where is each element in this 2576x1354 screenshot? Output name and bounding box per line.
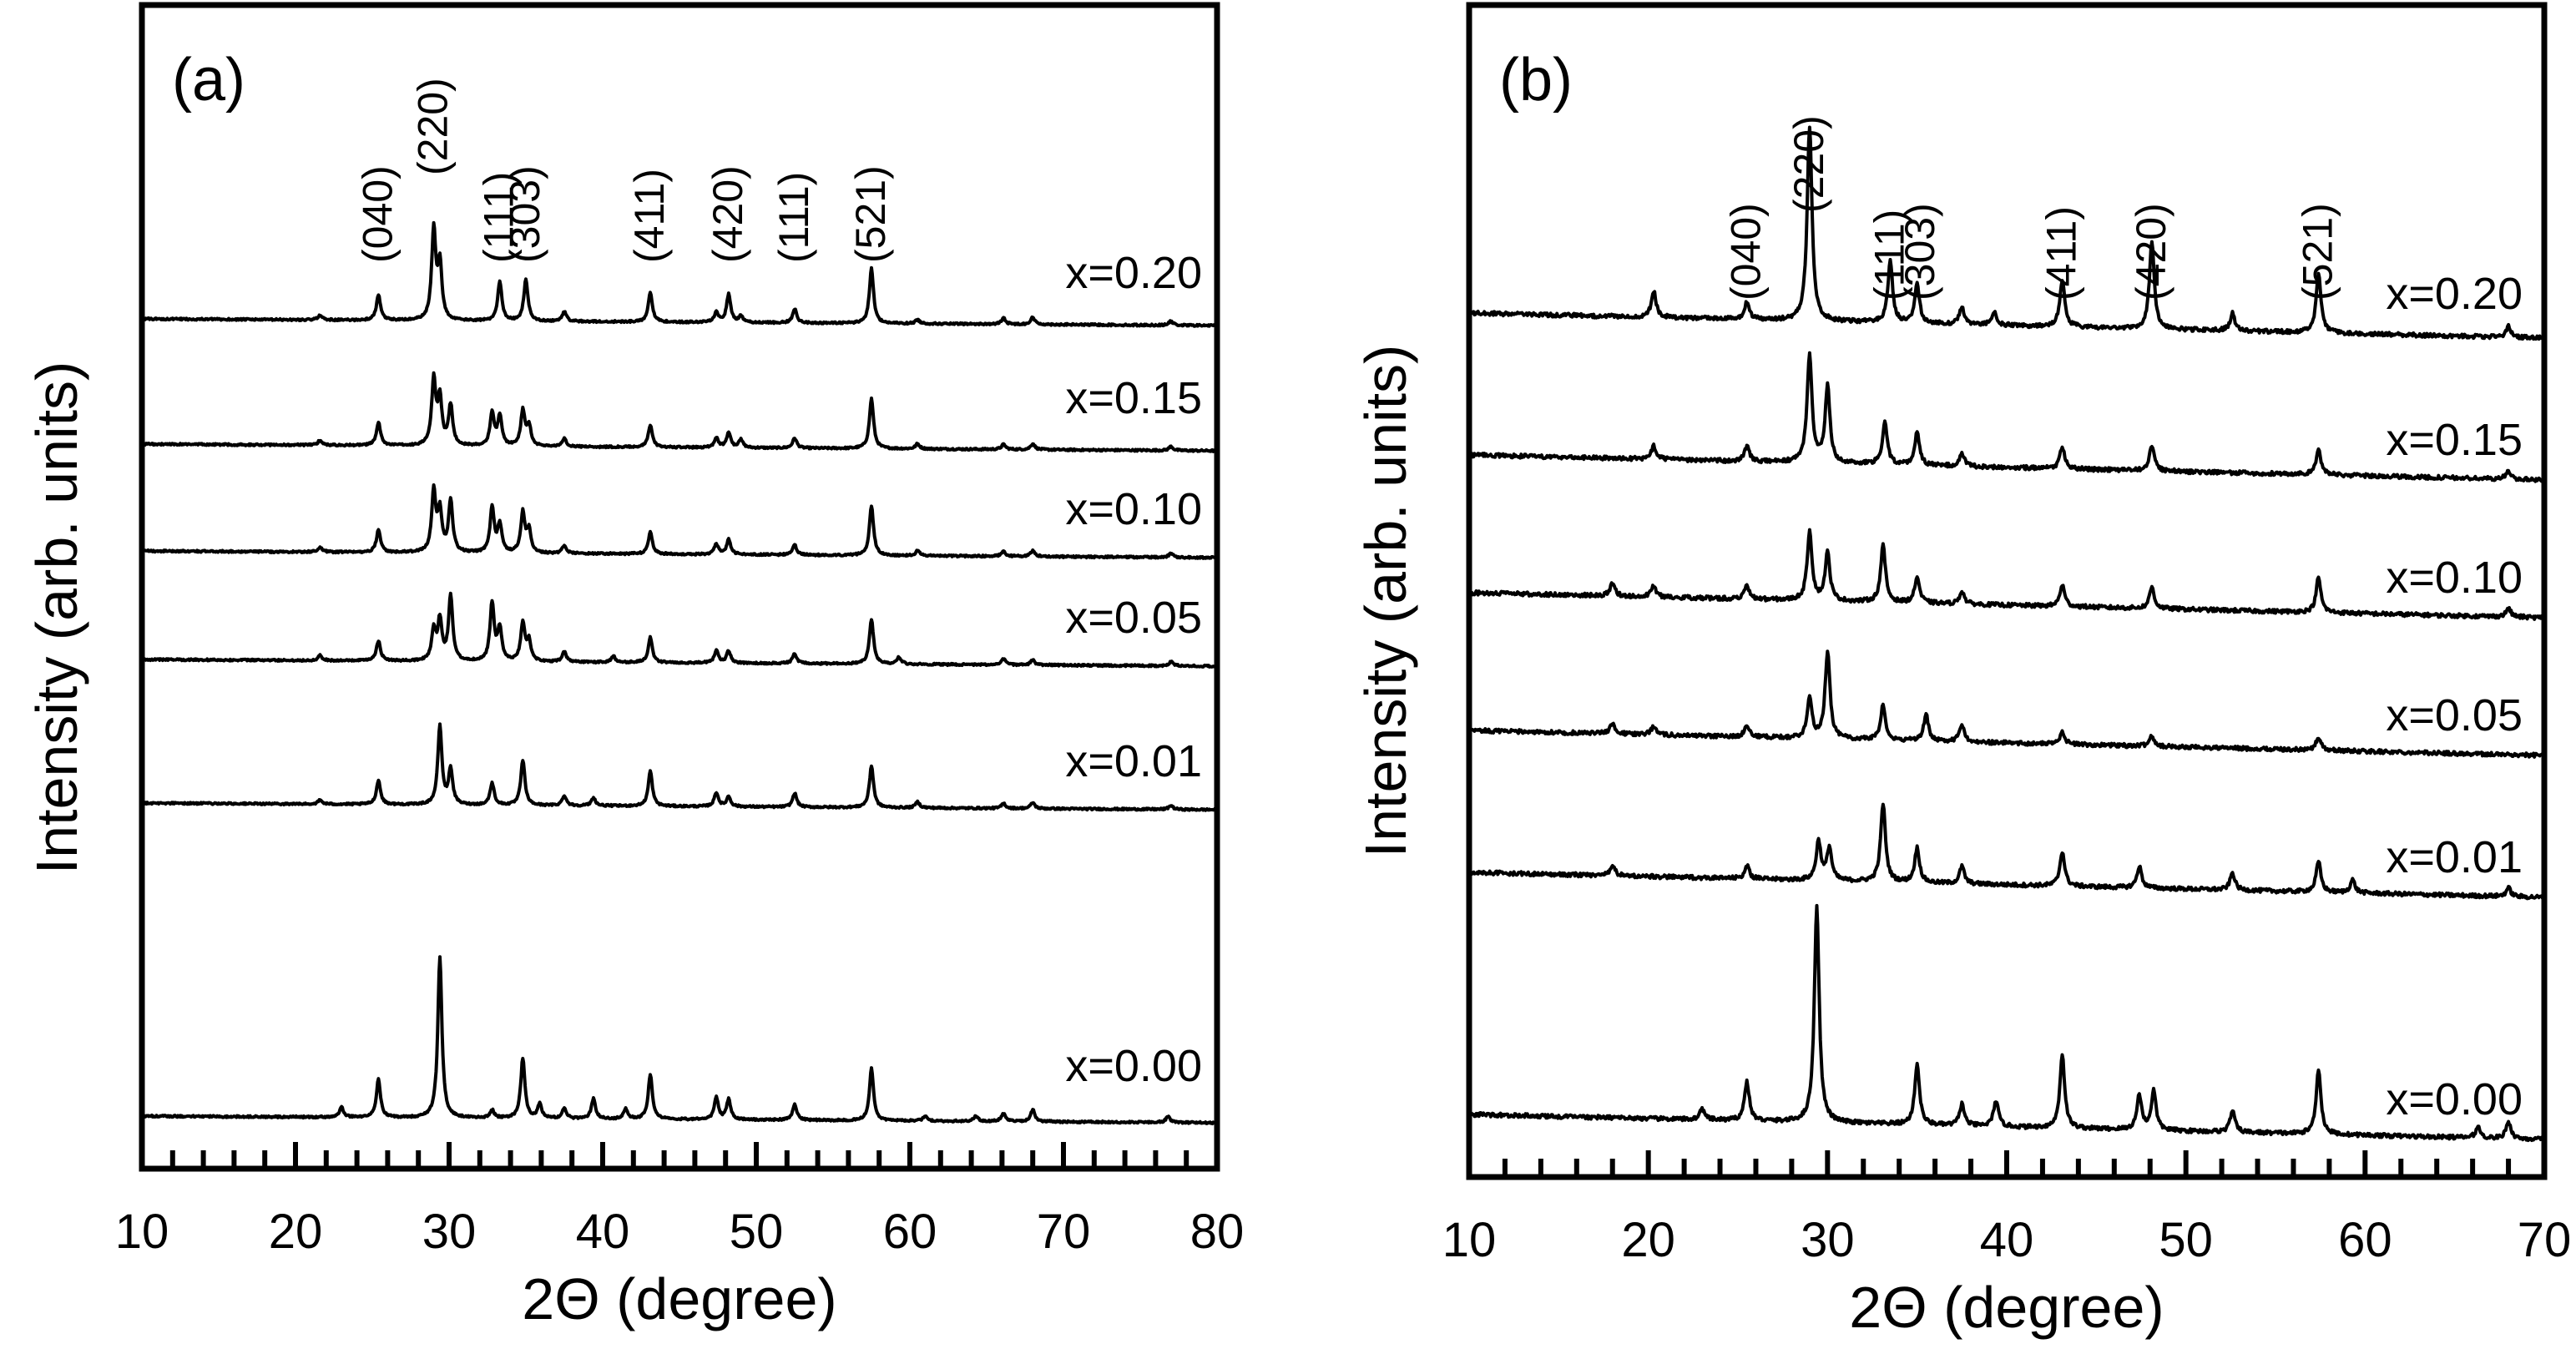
panel-label-b: (b) xyxy=(1499,47,1573,114)
x-tick-label: 60 xyxy=(883,1205,937,1259)
hkl-label: (111) xyxy=(770,172,817,263)
series-label: x=0.15 xyxy=(2386,415,2523,465)
hkl-label: (303) xyxy=(1897,203,1943,301)
series-label: x=0.00 xyxy=(1065,1041,1202,1091)
hkl-label: (420) xyxy=(705,165,751,263)
hkl-label: (040) xyxy=(354,165,401,263)
plot-frame-a xyxy=(139,2,1220,1172)
xrd-trace-x-0-10 xyxy=(140,483,1219,560)
x-tick-label: 10 xyxy=(115,1205,169,1259)
series-label: x=0.00 xyxy=(2386,1074,2523,1124)
x-axis-label-b: 2Θ (degree) xyxy=(1849,1275,2164,1340)
hkl-label: (420) xyxy=(2128,203,2174,301)
xrd-trace-x-0-20 xyxy=(140,220,1219,328)
series-label: x=0.01 xyxy=(1065,736,1202,786)
series-labels-a: x=0.20 x=0.15 x=0.10 x=0.05 x=0.01 x=0.00 xyxy=(1065,248,1202,1091)
hkl-label: (521) xyxy=(847,165,894,263)
hkl-label: (411) xyxy=(626,169,673,263)
x-tick-label: 50 xyxy=(2159,1213,2213,1267)
panel-a: (a) Intensity (arb. units) 2Θ (degree) 1… xyxy=(24,2,1245,1331)
plot-frame-b xyxy=(1466,2,2548,1180)
series-label: x=0.10 xyxy=(2386,553,2523,603)
xrd-trace-x-0-01 xyxy=(140,722,1219,812)
series-label: x=0.05 xyxy=(2386,690,2523,740)
hkl-label: (040) xyxy=(1723,203,1770,301)
xrd-trace-x-0-05 xyxy=(140,591,1219,669)
x-tick-label: 40 xyxy=(576,1205,630,1259)
series-labels-b: x=0.20 x=0.15 x=0.10 x=0.05 x=0.01 x=0.00 xyxy=(2386,269,2523,1124)
series-label: x=0.05 xyxy=(1065,593,1202,643)
x-tick-label: 80 xyxy=(1190,1205,1245,1259)
x-tick-label: 10 xyxy=(1442,1213,1497,1267)
x-tick-labels-b: 10 20 30 40 50 60 70 xyxy=(1442,1213,2572,1267)
x-tick-labels-a: 10 20 30 40 50 60 70 80 xyxy=(115,1205,1245,1259)
x-tick-label: 70 xyxy=(1037,1205,1091,1259)
xrd-trace-x-0-05 xyxy=(1467,649,2545,759)
series-label: x=0.01 xyxy=(2386,832,2523,882)
xrd-trace-x-0-15 xyxy=(1467,351,2546,483)
xrd-trace-x-0-15 xyxy=(140,371,1219,453)
x-tick-label: 20 xyxy=(1621,1213,1675,1267)
hkl-label: (111) xyxy=(1866,210,1913,301)
x-axis-label-a: 2Θ (degree) xyxy=(522,1266,836,1331)
x-tick-label: 20 xyxy=(269,1205,323,1259)
series-label: x=0.15 xyxy=(1065,373,1202,423)
x-tick-label: 30 xyxy=(1801,1213,1855,1267)
xrd-trace-x-0-20 xyxy=(1468,125,2546,341)
y-axis-label-b: Intensity (arb. units) xyxy=(1353,345,1418,858)
x-tick-label: 60 xyxy=(2338,1213,2392,1267)
xrd-trace-x-0-01 xyxy=(1468,802,2546,901)
series-label: x=0.20 xyxy=(1065,248,1202,298)
hkl-label: (220) xyxy=(410,78,457,175)
hkl-label: (521) xyxy=(2295,203,2341,301)
x-tick-label: 70 xyxy=(2518,1213,2572,1267)
hkl-labels-a: (040)(220)(111)(303) (411) (420) (111) (521) xyxy=(354,78,894,263)
hkl-label: (220) xyxy=(1786,115,1832,213)
series-label: x=0.10 xyxy=(1065,484,1202,534)
xrd-traces-a xyxy=(140,220,1219,1125)
xrd-trace-x-0-00 xyxy=(1467,903,2546,1143)
x-tick-label: 40 xyxy=(1980,1213,2034,1267)
x-axis-ticks-b xyxy=(1502,1150,2512,1177)
hkl-labels-b: (040) (220) (111)(303) (411) (420) (521) xyxy=(1723,115,2341,301)
panel-b: (b) Intensity (arb. units) 2Θ (degree) 1… xyxy=(1353,2,2572,1340)
xrd-trace-x-0-00 xyxy=(140,955,1219,1125)
y-axis-label-a: Intensity (arb. units) xyxy=(24,361,89,875)
panel-label-a: (a) xyxy=(172,47,245,114)
xrd-trace-x-0-10 xyxy=(1467,528,2546,621)
xrd-traces-b xyxy=(1467,125,2546,1143)
series-label: x=0.20 xyxy=(2386,269,2523,319)
x-tick-label: 50 xyxy=(730,1205,784,1259)
hkl-label: (303) xyxy=(502,165,548,263)
x-tick-label: 30 xyxy=(422,1205,477,1259)
hkl-label: (411) xyxy=(2038,206,2085,301)
hkl-label: (111) xyxy=(476,172,523,263)
x-axis-ticks-a xyxy=(169,1142,1190,1169)
